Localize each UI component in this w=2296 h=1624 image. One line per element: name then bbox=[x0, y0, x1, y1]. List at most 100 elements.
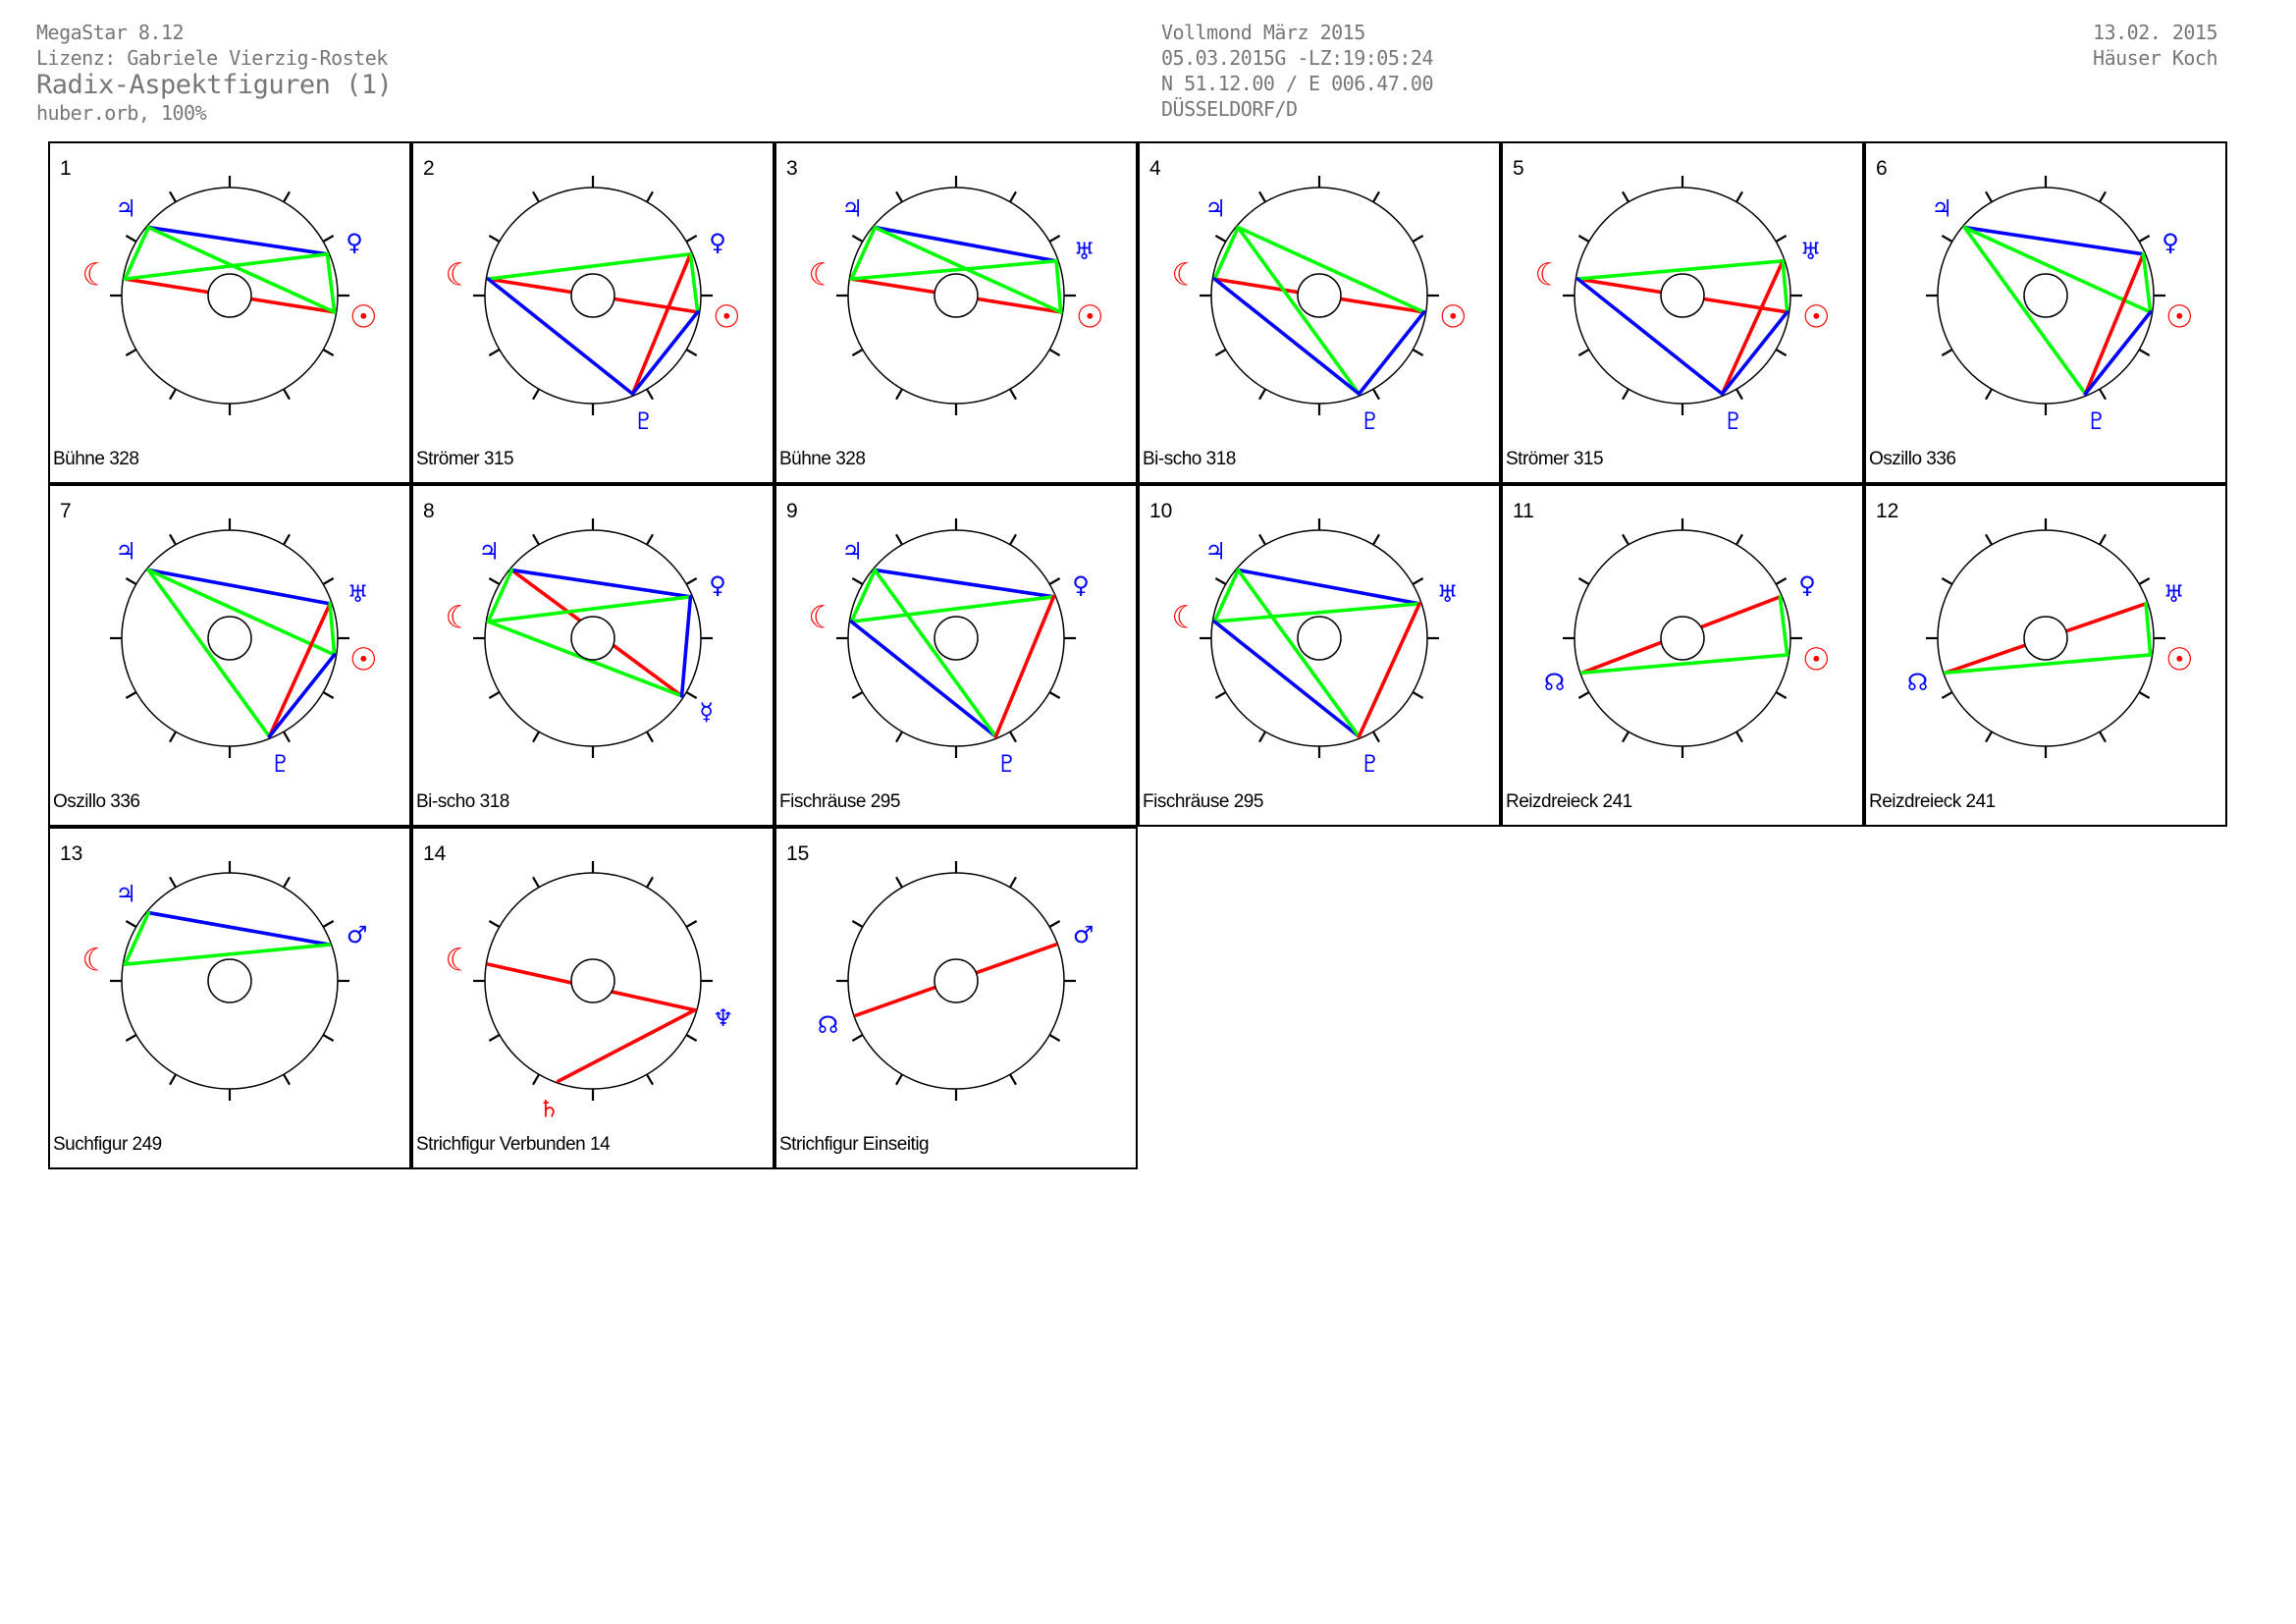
house-tick bbox=[1775, 577, 1788, 585]
house-tick bbox=[1214, 349, 1227, 356]
house-tick bbox=[1412, 349, 1424, 356]
figure-number: 4 bbox=[1149, 157, 1161, 180]
event-place: DÜSSELDORF/D bbox=[1161, 97, 1298, 121]
house-tick bbox=[1622, 190, 1629, 203]
house-tick bbox=[646, 1073, 654, 1086]
house-tick bbox=[532, 190, 540, 203]
figure-number: 10 bbox=[1149, 500, 1173, 522]
figure-number: 9 bbox=[786, 500, 798, 522]
figure-number: 14 bbox=[423, 842, 447, 865]
house-tick bbox=[1775, 235, 1788, 243]
house-tick bbox=[1735, 388, 1743, 401]
moon-icon: ☾ bbox=[81, 255, 110, 293]
jupiter-icon: ♃ bbox=[116, 537, 137, 565]
header-right: 13.02. 2015 Häuser Koch bbox=[2093, 20, 2217, 71]
orb-info: huber.orb, 100% bbox=[36, 101, 207, 125]
aspect-line-green bbox=[123, 943, 332, 966]
aspect-figure-cell: ♃ ☾ ☉ ♇ 4 Bi-scho 318 bbox=[1138, 141, 1501, 484]
house-tick bbox=[322, 1034, 335, 1042]
house-tick bbox=[1622, 388, 1629, 401]
figure-label: Bi-scho 318 bbox=[1143, 449, 1236, 469]
jupiter-icon: ♃ bbox=[1205, 537, 1227, 565]
uranus-icon: ♅ bbox=[1800, 238, 1822, 265]
moon-icon: ☾ bbox=[1171, 255, 1200, 293]
house-tick bbox=[532, 533, 540, 546]
center-circle bbox=[207, 273, 252, 318]
aspect-figure-cell: ♃ ☾ ♅ ♇ 10 Fischräuse 295 bbox=[1138, 484, 1501, 827]
moon-icon: ☾ bbox=[445, 941, 473, 978]
house-tick bbox=[2099, 533, 2107, 546]
figure-label: Oszillo 336 bbox=[1869, 449, 1956, 469]
aspect-line-red bbox=[1357, 602, 1421, 738]
print-date: 13.02. 2015 bbox=[2093, 21, 2217, 44]
figure-label: Reizdreieck 241 bbox=[1869, 791, 1996, 812]
aspect-line-red bbox=[630, 252, 693, 396]
aspect-line-green bbox=[146, 225, 337, 314]
aspect-line-blue bbox=[873, 225, 1058, 263]
house-tick bbox=[488, 577, 501, 585]
center-circle bbox=[207, 616, 252, 661]
aspect-line-blue bbox=[1575, 277, 1725, 396]
house-tick bbox=[1941, 235, 1953, 243]
aspect-figure-chart: ♃ ☾ ♂ bbox=[81, 861, 367, 1101]
aspect-figure-chart: ♃ ♅ ☉ ♇ bbox=[110, 518, 378, 778]
aspect-line-green bbox=[486, 252, 693, 281]
sun-icon: ☉ bbox=[1076, 298, 1104, 336]
aspect-line-green bbox=[1212, 225, 1241, 281]
house-tick bbox=[646, 533, 654, 546]
house-tick bbox=[125, 349, 137, 356]
house-tick bbox=[488, 349, 501, 356]
center-circle bbox=[934, 958, 979, 1003]
sun-icon: ☉ bbox=[1802, 298, 1831, 336]
center-circle bbox=[570, 958, 615, 1003]
house-tick bbox=[895, 388, 903, 401]
house-tick bbox=[169, 876, 177, 889]
aspect-figure-chart: ☾ ♀ ☉ ♇ bbox=[445, 176, 741, 435]
house-tick bbox=[283, 876, 291, 889]
house-tick bbox=[283, 731, 291, 743]
aspect-line-green bbox=[146, 568, 337, 657]
figure-label: Strichfigur Verbunden 14 bbox=[416, 1134, 611, 1155]
house-tick bbox=[646, 731, 654, 743]
venus-icon: ♀ bbox=[1798, 571, 1816, 599]
house-tick bbox=[1009, 1073, 1017, 1086]
aspect-line-green bbox=[486, 595, 693, 623]
house-tick bbox=[646, 190, 654, 203]
house-tick bbox=[1577, 691, 1590, 699]
house-tick bbox=[322, 577, 335, 585]
figure-label: Strömer 315 bbox=[416, 449, 514, 469]
house-tick bbox=[895, 876, 903, 889]
aspect-figure-chart: ☊♂ bbox=[818, 861, 1094, 1101]
venus-icon: ♀ bbox=[709, 571, 726, 599]
center-circle bbox=[1660, 273, 1705, 318]
aspect-line-green bbox=[325, 252, 337, 314]
aspect-line-blue bbox=[1357, 310, 1426, 396]
license-text: Lizenz: Gabriele Vierzig-Rostek bbox=[36, 46, 388, 70]
figure-label: Bühne 328 bbox=[779, 449, 866, 469]
house-tick bbox=[283, 533, 291, 546]
jupiter-icon: ♃ bbox=[1205, 194, 1227, 222]
house-tick bbox=[488, 920, 501, 928]
house-tick bbox=[125, 235, 137, 243]
center-circle bbox=[2023, 273, 2068, 318]
aspect-figure-cell: ♃ ☾ ♀ ☿ 8 Bi-scho 318 bbox=[411, 484, 774, 827]
aspect-figure-cell: ☊ ♀ ☉ 11 Reizdreieck 241 bbox=[1501, 484, 1864, 827]
house-tick bbox=[2138, 577, 2151, 585]
house-tick bbox=[1009, 190, 1017, 203]
aspect-figure-chart: ♃ ☾ ♀ ♇ bbox=[808, 518, 1090, 778]
saturn-icon: ♄ bbox=[538, 1095, 560, 1122]
house-tick bbox=[1372, 731, 1380, 743]
jupiter-icon: ♃ bbox=[479, 537, 501, 565]
house-tick bbox=[1941, 691, 1953, 699]
house-tick bbox=[895, 533, 903, 546]
node-icon: ☊ bbox=[1544, 669, 1565, 696]
house-tick bbox=[1048, 1034, 1061, 1042]
sun-icon: ☉ bbox=[2165, 298, 2194, 336]
house-tick bbox=[169, 388, 177, 401]
house-tick bbox=[1941, 577, 1953, 585]
house-tick bbox=[646, 876, 654, 889]
house-tick bbox=[1985, 731, 1993, 743]
figure-number: 12 bbox=[1876, 500, 1899, 522]
house-tick bbox=[1412, 691, 1424, 699]
house-tick bbox=[283, 1073, 291, 1086]
